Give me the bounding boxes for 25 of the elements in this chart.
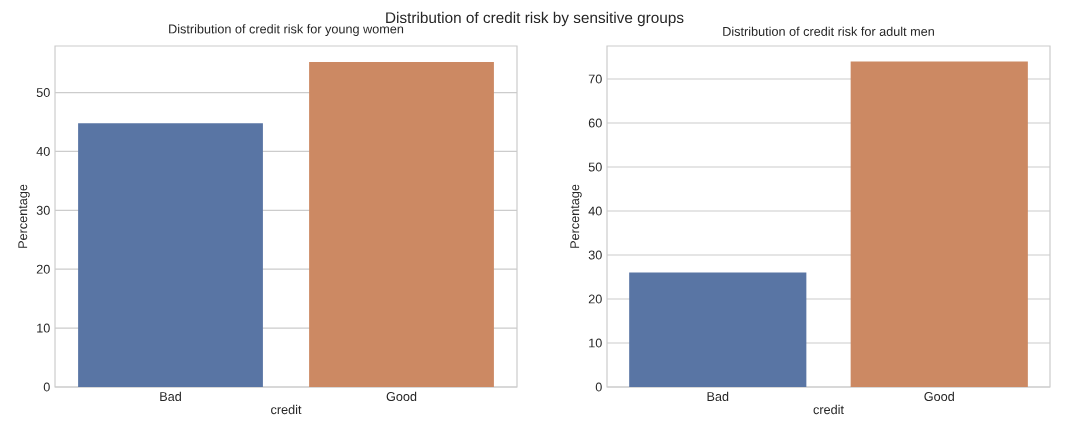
- y-tick-label: 50: [36, 88, 50, 98]
- x-axis-title: credit: [813, 404, 844, 415]
- y-axis-title: Percentage: [570, 184, 582, 248]
- y-tick-label: 0: [595, 382, 602, 392]
- text: Distribution of credit risk by sensitive groups: [386, 11, 684, 27]
- y-tick-label: 10: [37, 323, 50, 333]
- x-tick-label: Good: [386, 391, 417, 402]
- y-tick-label: 40: [36, 146, 50, 156]
- y-tick-label: 30: [36, 205, 50, 215]
- x-tick-label: Bad: [707, 391, 729, 402]
- x-tick-label: Bad: [160, 391, 181, 402]
- y-axis-title: Percentage: [18, 184, 30, 248]
- y-tick-label: 40: [588, 206, 602, 216]
- x-tick-label: Good: [924, 391, 954, 402]
- y-tick-label: 60: [588, 118, 602, 128]
- y-tick-label: 20: [588, 294, 602, 304]
- y-tick-label: 50: [588, 162, 602, 172]
- chart-title: Distribution of credit risk for young women: [169, 24, 404, 36]
- y-tick-label: 20: [36, 264, 50, 274]
- x-axis-title: credit: [271, 404, 302, 415]
- y-tick-label: 10: [589, 338, 602, 348]
- y-tick-label: 0: [43, 382, 50, 392]
- chart-title: Distribution of credit risk for adult men: [723, 26, 934, 36]
- y-tick-label: 70: [588, 74, 602, 84]
- y-tick-label: 30: [588, 250, 602, 260]
